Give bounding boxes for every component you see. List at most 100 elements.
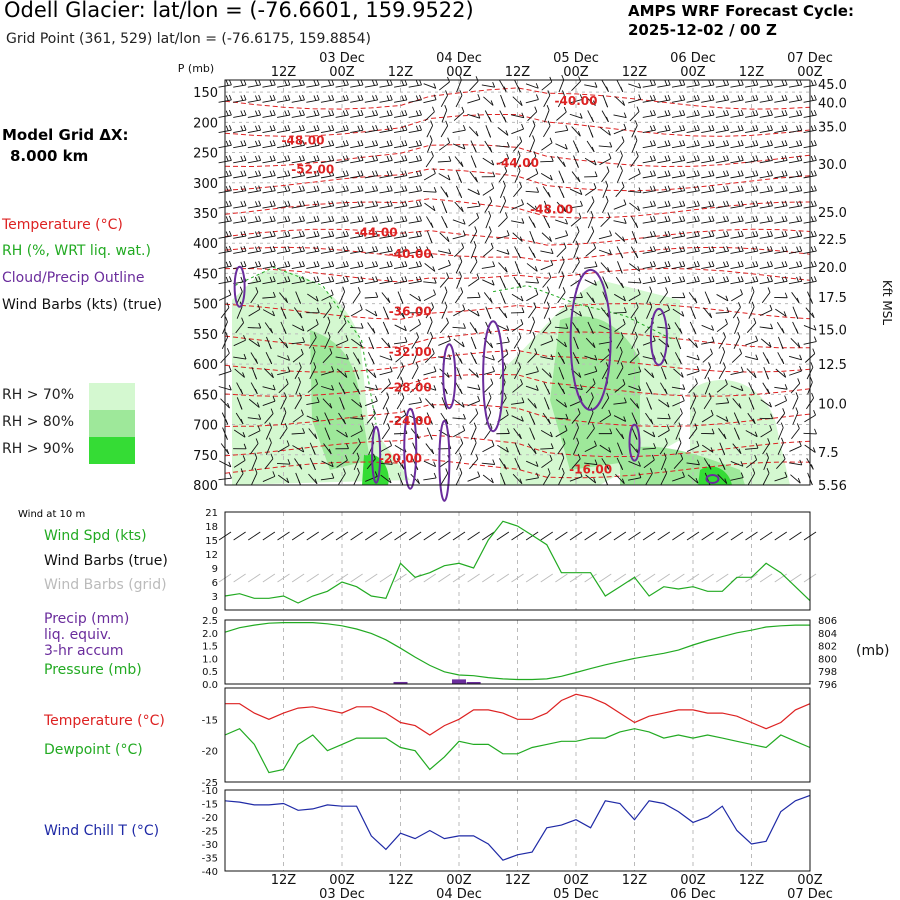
wind-barb-staff (686, 190, 700, 194)
wind-barb-feather (752, 468, 756, 474)
wind-barb-feather (707, 377, 711, 383)
wind-barb-staff (233, 99, 247, 103)
wind-barb-staff (600, 217, 611, 227)
wind-barb-staff (321, 294, 334, 301)
wind-barb-feather (561, 177, 565, 183)
wind-barb-feather (298, 110, 302, 116)
wind-barb-feather (723, 362, 726, 368)
wind-barb-staff (671, 205, 685, 209)
wind-barb-feather (385, 313, 389, 319)
wind-barb-feather (345, 109, 349, 116)
wind-barb-staff (760, 399, 772, 408)
wind-barb-feather (726, 94, 730, 101)
wind-barb-feather (258, 94, 262, 101)
wind-barb-staff (498, 262, 508, 273)
wind-barb-staff (320, 159, 334, 164)
wind-barb-staff (745, 99, 758, 103)
wind10-barb-grid (277, 573, 290, 583)
wind-barb-feather (755, 200, 759, 206)
wind-barb-feather (316, 185, 320, 191)
wind-barb-staff (483, 383, 494, 394)
wind-barb-staff (701, 235, 715, 239)
wind-barb-staff (364, 159, 378, 164)
wind-barb-feather (272, 94, 276, 101)
wind-barb-feather (678, 422, 682, 428)
wind-barb-feather (752, 201, 756, 207)
wind-barb-staff (774, 250, 788, 254)
wind-barb-staff (335, 265, 349, 269)
wind-barb-staff (511, 402, 524, 405)
wind-barb-feather (225, 316, 228, 323)
wind-barb-staff (438, 142, 450, 151)
wind-barb-staff (350, 159, 364, 164)
wind-barb-staff (571, 171, 581, 183)
wind-barb-staff (701, 205, 715, 209)
wind-barb-feather (242, 432, 246, 438)
wind-barb-feather (225, 331, 229, 338)
wind-barb-feather (255, 261, 258, 267)
wind-barb-feather (591, 226, 595, 232)
wind-barb-feather (679, 201, 682, 207)
wind-barb-staff (321, 385, 334, 391)
wind-barb-feather (667, 170, 671, 176)
wind-barb-staff (571, 413, 581, 424)
wind-barb-feather (357, 80, 361, 86)
wind-barb-staff (701, 175, 715, 179)
wind-barb-feather (740, 155, 744, 161)
wind-barb-staff (658, 399, 670, 408)
pressure-axis-title: P (mb) (178, 62, 214, 75)
wind-barb-staff (512, 96, 523, 106)
wind-barb-staff (759, 175, 773, 179)
wind-barb-feather (404, 170, 408, 176)
wind-barb-feather (796, 125, 799, 131)
wind-barb-staff (394, 144, 407, 149)
wind-barb-feather (243, 109, 247, 116)
wind-barb-staff (335, 129, 349, 133)
wind-barb-feather (563, 206, 567, 212)
wind-barb-staff (496, 158, 509, 165)
wind-barb-feather (272, 79, 276, 86)
wind-barb-staff (642, 114, 656, 118)
wind-barb-staff (320, 265, 334, 269)
wind-barb-feather (302, 245, 305, 252)
temperature-contour-label: -28.00 (389, 381, 432, 395)
wind-barb-feather (649, 276, 653, 283)
wind-barb-feather (226, 448, 230, 455)
wind-barb-feather (269, 358, 273, 365)
wind-barb-feather (783, 311, 787, 317)
wind-barb-feather (316, 155, 320, 161)
wind-barb-feather (316, 170, 320, 176)
wind-barb-staff (291, 235, 305, 239)
wind-barb-feather (781, 186, 785, 192)
wind-barb-staff (292, 324, 305, 332)
wind-barb-feather (345, 200, 349, 206)
wind-barb-feather (474, 358, 477, 365)
wind-barb-staff (233, 356, 247, 360)
wind-barb-feather (446, 272, 449, 278)
wind-barb-feather (546, 286, 550, 292)
wind-barb-feather (664, 216, 668, 222)
wind-barb-staff (396, 307, 405, 319)
wind-barb-feather (357, 170, 361, 177)
wind-barb-staff (264, 413, 274, 424)
wind-barb-feather (519, 478, 523, 484)
wind-barb-feather (782, 453, 786, 460)
wind-barb-feather (535, 385, 539, 391)
wind-barb-feather (517, 464, 521, 470)
wind-barb-staff (617, 351, 623, 365)
wind-barb-staff (364, 84, 378, 88)
wind-barb-staff (379, 462, 393, 465)
wind-barb-staff (408, 280, 422, 285)
wind-barb-feather (372, 155, 375, 162)
wind-barb-feather (696, 200, 700, 206)
wind-barb-feather (708, 276, 712, 283)
wind-barb-staff (788, 265, 802, 269)
wind-barb-staff (746, 459, 757, 469)
wind-barb-feather (755, 185, 759, 191)
wind10-barb-grid (599, 573, 612, 583)
wind-barb-feather (781, 80, 785, 86)
wind-barb-staff (671, 114, 685, 118)
height-tick-label: 25.0 (818, 206, 847, 221)
wind-barb-feather (372, 453, 376, 459)
bottom-date-label: 05 Dec (553, 887, 599, 900)
